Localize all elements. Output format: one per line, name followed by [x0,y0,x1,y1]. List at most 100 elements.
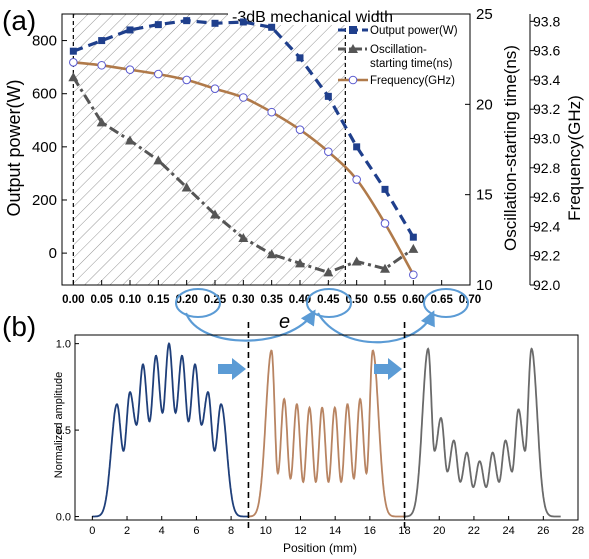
a-x-tick-label: 0.00 [62,294,84,306]
highlight-0.20 [175,288,221,318]
freq-point [409,270,418,280]
a-x-tick-label: 0.60 [402,294,424,306]
shaded-region [73,14,346,285]
legend-freq-marker [348,75,358,85]
link-arrow-2 [317,310,435,344]
b-x-tick-label: 0 [89,525,95,537]
freq-point [267,107,276,117]
b-x-tick-label: 4 [159,525,165,537]
a-yr1-tick-label: 10 [476,277,493,294]
a-yr2-tick-label: 93.2 [533,101,560,117]
annotation-bg [228,5,376,25]
progress-arrow-1 [218,358,246,380]
legend: Output power(W) Oscillation- starting ti… [338,25,458,87]
b-x-tick-label: 6 [193,525,199,537]
a-yr2-tick-label: 92.8 [533,160,560,176]
a-x-tick-label: 0.40 [289,294,311,306]
freq-point [125,65,135,74]
power-point [126,26,134,34]
power-point [183,17,191,25]
b-x-tick-label: 14 [329,525,341,537]
e-label: e [279,311,290,333]
b-x-tick-label: 8 [228,525,234,537]
mode2-curve [248,349,405,518]
panel-a-letter: (a) [2,5,36,36]
freq-point [239,93,248,102]
b-x-tick-label: 10 [260,525,272,537]
legend-power-marker [349,26,357,34]
link-arrow-1 [184,309,316,342]
b-x-tick-label: 22 [468,525,480,537]
power-point [353,143,361,151]
y-right2-axis-title: Frequency(GHz) [565,95,584,221]
a-yl-tick-label: 400 [32,139,57,156]
axis-ticks-a: 0.00 0.05 0.10 0.15 0.20 0.25 0.30 0.35 0.40 0.45… [32,6,560,306]
a-x-tick-label: 0.35 [260,294,283,306]
osc-point [408,243,419,253]
osc-point [153,155,164,165]
b-y-tick-label: 0.5 [56,425,71,437]
power-point [154,21,162,29]
a-yr1-tick-label: 20 [476,96,493,113]
a-yl-tick-label: 0 [49,245,57,262]
a-yl-tick-label: 800 [32,33,57,50]
highlight-0.60 [423,288,469,318]
a-yr2-tick-label: 93.4 [533,72,560,88]
osc-point [323,267,334,277]
osc-point [68,72,79,82]
panel-a: (a) -3dB mechanical width 0.00 0.05 0.10 0.… [2,5,584,344]
b-x-tick-label: 24 [502,525,514,537]
freq-point [97,60,106,70]
power-point [268,23,276,31]
b-x-tick-label: 2 [124,525,130,537]
a-x-tick-label: 0.30 [232,294,254,306]
freq-point [352,175,361,184]
a-x-tick-label: 0.55 [374,294,397,306]
b-y-tick-label: 1.0 [56,339,71,351]
legend-power-label: Output power(W) [370,25,458,37]
progress-arrow-2 [374,358,402,380]
a-x-tick-label: 0.45 [317,294,340,306]
osc-point [380,263,390,273]
a-x-tick-label: 0.05 [90,294,113,306]
y-right1-axis-title: Oscillation-starting time(ns) [501,45,520,251]
legend-osc-label-1: Oscillation- [370,44,427,56]
osc-point [181,182,192,192]
b-x-tick-label: 20 [433,525,445,537]
power-point [98,37,106,45]
mechanical-width-annotation: -3dB mechanical width [232,9,393,26]
a-yr2-tick-label: 92.0 [533,277,560,293]
a-x-tick-label: 0.20 [175,294,197,306]
freq-point [295,125,305,135]
a-yr1-tick-label: 25 [476,6,493,23]
power-point [381,185,389,193]
freq-point [182,75,191,85]
a-yl-tick-label: 600 [32,86,57,103]
osc-point [266,249,277,259]
b-y-tick-label: 0.0 [56,512,71,524]
highlight-0.40 [306,288,352,318]
osc-point [96,117,107,127]
power-point [239,18,247,26]
power-point [296,54,304,62]
y-left-axis-title: Output power(W) [4,79,24,216]
a-yr1-tick-label: 15 [476,187,493,204]
osc-point [295,258,305,268]
b-x-tick-label: 26 [537,525,549,537]
b-x-axis-title: Position (mm) [283,541,357,555]
mode1-curve [92,342,249,518]
legend-osc-marker [348,44,358,53]
power-point [69,47,77,55]
a-x-tick-label: 0.15 [147,294,170,306]
a-x-tick-label: 0.10 [119,294,141,306]
a-x-tick-label: 0.65 [430,294,453,306]
a-yr2-tick-label: 92.6 [533,189,560,205]
b-x-tick-label: 18 [398,525,410,537]
a-x-tick-label: 0.25 [204,294,227,306]
freq-point [69,58,78,67]
b-x-tick-label: 28 [572,525,584,537]
panel-b-letter: (b) [2,311,36,342]
freq-point [324,147,333,156]
axis-ticks-b: 0 2 4 6 8 10 12 14 16 18 20 22 24 26 280.00.51.0 [56,339,584,537]
